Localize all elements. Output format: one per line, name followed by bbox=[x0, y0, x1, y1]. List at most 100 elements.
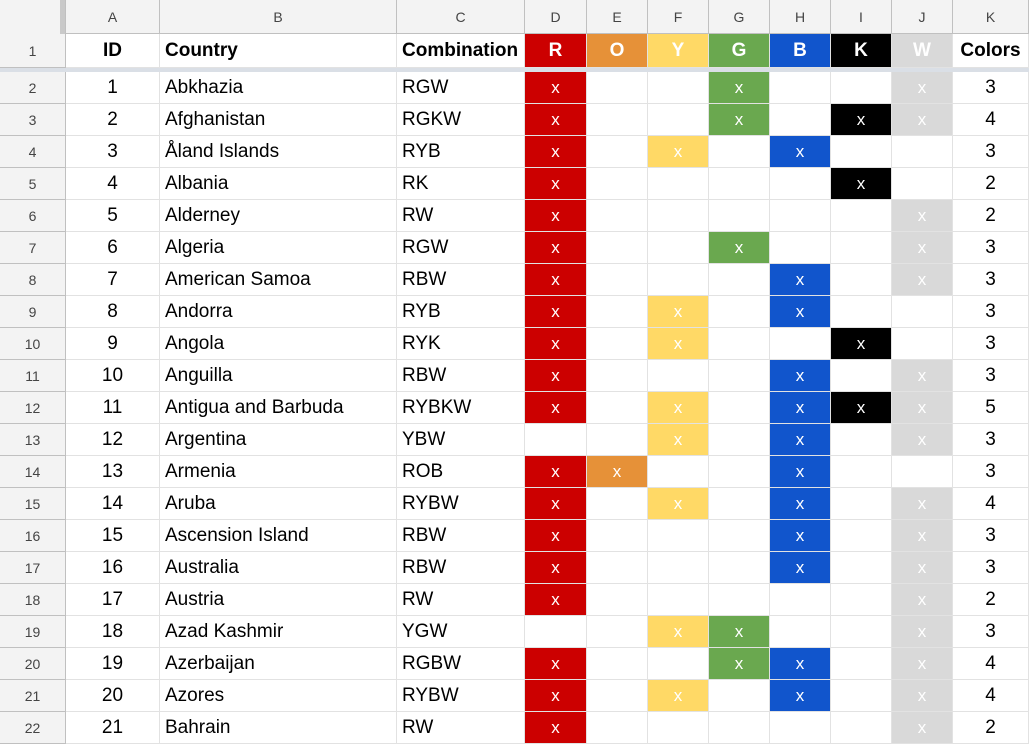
cell-colors-count[interactable]: 3 bbox=[953, 136, 1029, 168]
cell-colors-count[interactable]: 3 bbox=[953, 296, 1029, 328]
cell-color-w[interactable]: x bbox=[892, 584, 953, 616]
cell-color-y[interactable]: x bbox=[648, 392, 709, 424]
header-id[interactable]: ID bbox=[66, 34, 160, 68]
cell-color-o[interactable] bbox=[587, 520, 648, 552]
column-header-b[interactable]: B bbox=[160, 0, 397, 34]
cell-color-y[interactable] bbox=[648, 520, 709, 552]
cell-id[interactable]: 21 bbox=[66, 712, 160, 744]
cell-color-g[interactable]: x bbox=[709, 104, 770, 136]
cell-colors-count[interactable]: 2 bbox=[953, 200, 1029, 232]
cell-combination[interactable]: RW bbox=[397, 200, 525, 232]
row-number[interactable]: 19 bbox=[0, 616, 66, 648]
cell-color-w[interactable] bbox=[892, 328, 953, 360]
cell-color-g[interactable] bbox=[709, 328, 770, 360]
row-number[interactable]: 7 bbox=[0, 232, 66, 264]
cell-combination[interactable]: RBW bbox=[397, 520, 525, 552]
row-number[interactable]: 22 bbox=[0, 712, 66, 744]
header-color-o[interactable]: O bbox=[587, 34, 648, 68]
cell-country[interactable]: Bahrain bbox=[160, 712, 397, 744]
cell-colors-count[interactable]: 3 bbox=[953, 72, 1029, 104]
cell-color-g[interactable] bbox=[709, 680, 770, 712]
column-header-j[interactable]: J bbox=[892, 0, 953, 34]
cell-color-r[interactable]: x bbox=[525, 168, 587, 200]
cell-color-b[interactable]: x bbox=[770, 520, 831, 552]
cell-combination[interactable]: RBW bbox=[397, 552, 525, 584]
cell-combination[interactable]: RGW bbox=[397, 232, 525, 264]
cell-color-b[interactable] bbox=[770, 584, 831, 616]
cell-colors-count[interactable]: 2 bbox=[953, 584, 1029, 616]
cell-combination[interactable]: RGW bbox=[397, 72, 525, 104]
cell-id[interactable]: 2 bbox=[66, 104, 160, 136]
freeze-handle[interactable] bbox=[60, 0, 65, 34]
cell-color-r[interactable]: x bbox=[525, 328, 587, 360]
cell-color-w[interactable]: x bbox=[892, 712, 953, 744]
row-number[interactable]: 13 bbox=[0, 424, 66, 456]
select-all-corner[interactable] bbox=[0, 0, 66, 34]
cell-color-w[interactable]: x bbox=[892, 232, 953, 264]
cell-color-y[interactable] bbox=[648, 264, 709, 296]
row-number[interactable]: 16 bbox=[0, 520, 66, 552]
cell-color-r[interactable]: x bbox=[525, 488, 587, 520]
cell-color-r[interactable]: x bbox=[525, 264, 587, 296]
cell-color-g[interactable] bbox=[709, 264, 770, 296]
cell-color-b[interactable] bbox=[770, 616, 831, 648]
cell-color-r[interactable]: x bbox=[525, 456, 587, 488]
row-number[interactable]: 2 bbox=[0, 72, 66, 104]
cell-color-b[interactable] bbox=[770, 328, 831, 360]
cell-id[interactable]: 18 bbox=[66, 616, 160, 648]
cell-combination[interactable]: ROB bbox=[397, 456, 525, 488]
cell-country[interactable]: Australia bbox=[160, 552, 397, 584]
cell-color-b[interactable] bbox=[770, 200, 831, 232]
header-color-w[interactable]: W bbox=[892, 34, 953, 68]
cell-id[interactable]: 13 bbox=[66, 456, 160, 488]
cell-color-o[interactable] bbox=[587, 232, 648, 264]
cell-combination[interactable]: RW bbox=[397, 584, 525, 616]
row-number[interactable]: 12 bbox=[0, 392, 66, 424]
row-number[interactable]: 11 bbox=[0, 360, 66, 392]
cell-color-o[interactable] bbox=[587, 264, 648, 296]
cell-country[interactable]: Angola bbox=[160, 328, 397, 360]
cell-color-k[interactable] bbox=[831, 456, 892, 488]
cell-country[interactable]: Azad Kashmir bbox=[160, 616, 397, 648]
cell-id[interactable]: 12 bbox=[66, 424, 160, 456]
cell-color-r[interactable]: x bbox=[525, 520, 587, 552]
cell-color-w[interactable]: x bbox=[892, 264, 953, 296]
cell-color-y[interactable] bbox=[648, 712, 709, 744]
cell-color-g[interactable] bbox=[709, 392, 770, 424]
cell-color-k[interactable] bbox=[831, 232, 892, 264]
cell-color-w[interactable] bbox=[892, 136, 953, 168]
cell-color-o[interactable] bbox=[587, 296, 648, 328]
cell-color-g[interactable] bbox=[709, 456, 770, 488]
cell-color-b[interactable]: x bbox=[770, 680, 831, 712]
cell-color-y[interactable]: x bbox=[648, 680, 709, 712]
cell-color-g[interactable] bbox=[709, 360, 770, 392]
cell-country[interactable]: Andorra bbox=[160, 296, 397, 328]
cell-combination[interactable]: RW bbox=[397, 712, 525, 744]
row-number[interactable]: 9 bbox=[0, 296, 66, 328]
cell-country[interactable]: Alderney bbox=[160, 200, 397, 232]
cell-id[interactable]: 15 bbox=[66, 520, 160, 552]
cell-colors-count[interactable]: 3 bbox=[953, 328, 1029, 360]
cell-colors-count[interactable]: 3 bbox=[953, 520, 1029, 552]
cell-country[interactable]: Afghanistan bbox=[160, 104, 397, 136]
cell-colors-count[interactable]: 3 bbox=[953, 552, 1029, 584]
cell-color-b[interactable]: x bbox=[770, 296, 831, 328]
cell-id[interactable]: 6 bbox=[66, 232, 160, 264]
cell-color-g[interactable] bbox=[709, 296, 770, 328]
cell-color-k[interactable]: x bbox=[831, 392, 892, 424]
cell-colors-count[interactable]: 4 bbox=[953, 488, 1029, 520]
cell-color-k[interactable] bbox=[831, 712, 892, 744]
cell-color-k[interactable] bbox=[831, 136, 892, 168]
cell-country[interactable]: Antigua and Barbuda bbox=[160, 392, 397, 424]
cell-combination[interactable]: RYBW bbox=[397, 680, 525, 712]
cell-color-o[interactable] bbox=[587, 200, 648, 232]
cell-color-o[interactable] bbox=[587, 392, 648, 424]
cell-color-o[interactable] bbox=[587, 136, 648, 168]
cell-color-o[interactable] bbox=[587, 648, 648, 680]
cell-color-r[interactable]: x bbox=[525, 680, 587, 712]
cell-color-k[interactable] bbox=[831, 520, 892, 552]
cell-color-k[interactable] bbox=[831, 424, 892, 456]
cell-color-w[interactable]: x bbox=[892, 200, 953, 232]
cell-color-y[interactable]: x bbox=[648, 616, 709, 648]
cell-color-y[interactable]: x bbox=[648, 296, 709, 328]
